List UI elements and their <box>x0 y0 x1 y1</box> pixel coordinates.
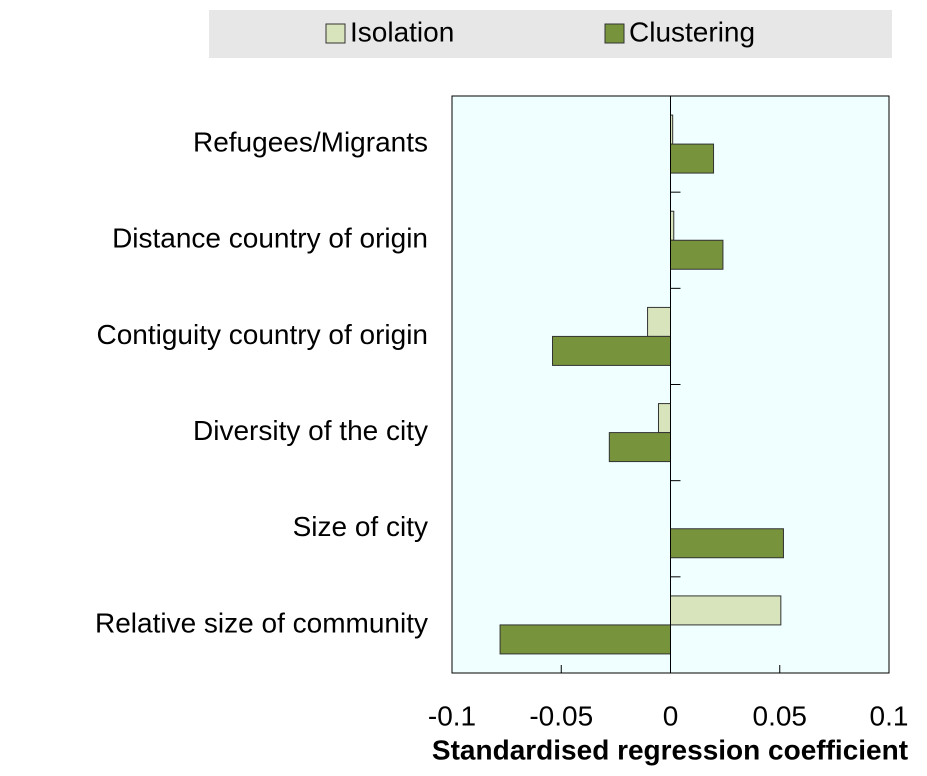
legend-swatch <box>604 23 625 44</box>
x-tick-label: 0.05 <box>753 700 808 731</box>
y-tick-label: Size of city <box>293 511 428 542</box>
x-tick-label: 0 <box>663 700 679 731</box>
legend-swatch <box>325 23 346 44</box>
y-tick-label: Contiguity country of origin <box>96 319 428 350</box>
bar <box>552 335 672 366</box>
bar <box>670 595 782 626</box>
bar <box>657 403 671 434</box>
x-axis-title: Standardised regression coefficient <box>432 734 908 765</box>
x-tick-label: -0.05 <box>529 700 593 731</box>
bar <box>647 306 671 337</box>
legend-label: Isolation <box>350 16 454 47</box>
bar <box>670 528 784 559</box>
y-tick-label: Refugees/Migrants <box>193 126 428 157</box>
y-tick-label: Distance country of origin <box>112 223 428 254</box>
legend-background <box>209 10 892 58</box>
bar <box>670 143 715 174</box>
bar <box>499 624 671 655</box>
y-tick-label: Diversity of the city <box>193 415 428 446</box>
bar <box>670 239 724 270</box>
plot-border <box>451 95 890 674</box>
y-tick-label: Relative size of community <box>95 607 428 638</box>
x-tick-label: -0.1 <box>428 700 476 731</box>
x-tick-label: 0.1 <box>870 700 909 731</box>
bar <box>608 432 672 463</box>
legend-label: Clustering <box>629 16 755 47</box>
